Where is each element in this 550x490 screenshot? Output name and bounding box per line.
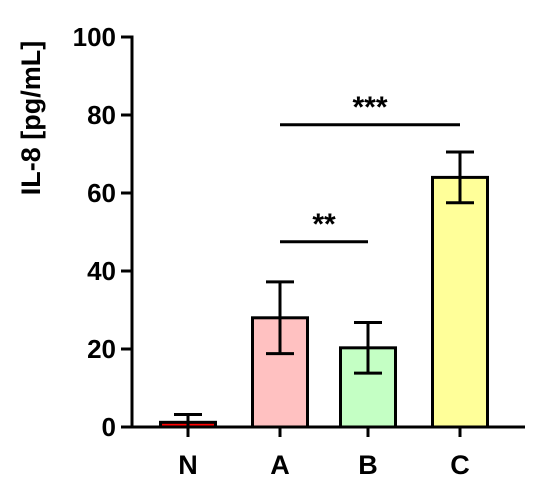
- y-tick-label: 40: [87, 256, 116, 286]
- y-tick-label: 80: [87, 100, 116, 130]
- x-tick-label-B: B: [358, 450, 378, 480]
- x-tick-label-C: C: [450, 450, 470, 480]
- x-tick-label-N: N: [178, 450, 198, 480]
- significance-label-0: ***: [352, 91, 387, 124]
- y-tick-label: 0: [102, 412, 116, 442]
- bar-C: [431, 175, 489, 429]
- y-tick-label: 20: [87, 334, 116, 364]
- y-axis-label: IL-8 [pg/mL]: [16, 41, 46, 195]
- significance-label-1: **: [312, 208, 336, 241]
- y-tick-label: 60: [87, 178, 116, 208]
- y-tick-label: 100: [73, 22, 116, 52]
- x-tick-label-A: A: [270, 450, 290, 480]
